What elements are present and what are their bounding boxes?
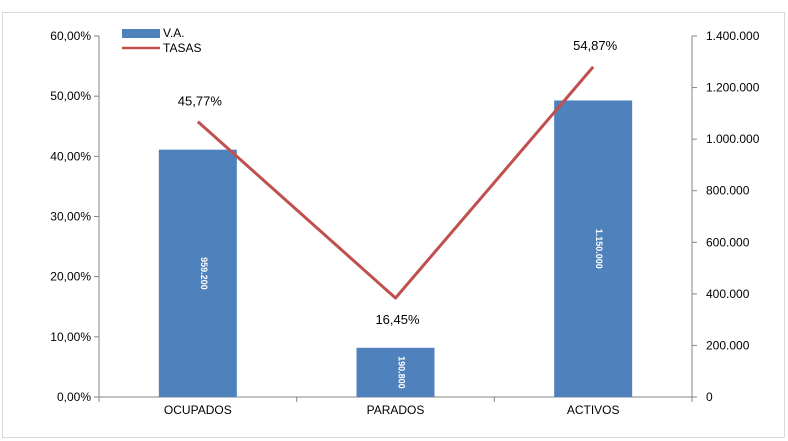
bar-value-label: 1.150.000 <box>594 229 604 269</box>
rate-value-label: 16,45% <box>375 312 420 327</box>
bar <box>554 100 633 397</box>
left-tick-label: 20,00% <box>50 270 91 284</box>
bar <box>158 149 237 397</box>
right-tick-label: 1.400.000 <box>706 29 760 43</box>
category-label: PARADOS <box>367 403 425 417</box>
right-tick-label: 1.000.000 <box>706 132 760 146</box>
left-tick-label: 0,00% <box>57 390 91 404</box>
legend-label-line: TASAS <box>163 41 201 55</box>
right-tick-label: 400.000 <box>706 287 750 301</box>
right-tick-label: 1.200.000 <box>706 81 760 95</box>
rate-value-label: 45,77% <box>178 94 223 109</box>
right-tick-label: 800.000 <box>706 184 750 198</box>
bar-value-label: 959.200 <box>199 257 209 290</box>
axes: 0,00% 10,00% 20,00% 30,00% 40,00% 50,00% 60,00… <box>50 29 759 417</box>
right-tick-label: 600.000 <box>706 235 750 249</box>
left-tick-label: 10,00% <box>50 330 91 344</box>
line-series <box>196 65 595 300</box>
left-tick-label: 50,00% <box>50 89 91 103</box>
bar-value-label: 190.800 <box>397 356 407 389</box>
legend-label-bar: V.A. <box>163 26 185 40</box>
right-tick-label: 200.000 <box>706 338 750 352</box>
bars-series <box>158 100 633 397</box>
labels: 959.200 190.800 1.150.000 45,77% 16,45% 54,87… <box>178 38 618 389</box>
bar <box>356 347 435 397</box>
rate-value-label: 54,87% <box>573 38 618 53</box>
legend: V.A.TASAS <box>122 26 201 55</box>
left-tick-label: 60,00% <box>50 29 91 43</box>
legend-swatch-bar <box>122 29 160 38</box>
left-tick-label: 30,00% <box>50 210 91 224</box>
category-label: OCUPADOS <box>164 403 232 417</box>
category-label: ACTIVOS <box>567 403 620 417</box>
left-tick-label: 40,00% <box>50 149 91 163</box>
right-tick-label: 0 <box>706 390 713 404</box>
rate-line <box>196 65 595 300</box>
